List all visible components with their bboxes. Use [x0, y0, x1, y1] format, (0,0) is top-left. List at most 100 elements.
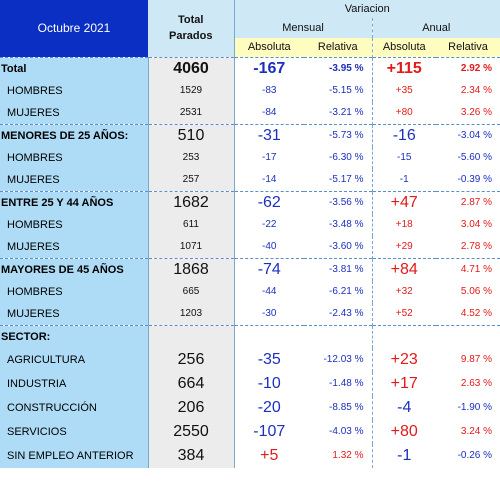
total-value: [148, 324, 235, 348]
mensual-absoluta: -74: [233, 257, 304, 281]
mensual-relativa: -3.56 %: [304, 190, 372, 214]
mensual-relativa-header: Relativa: [304, 38, 372, 57]
mensual-absoluta-header: Absoluta: [233, 38, 304, 57]
anual-absoluta: -1: [371, 443, 436, 468]
row-label: MUJERES: [0, 101, 149, 124]
mensual-absoluta: -22: [233, 213, 304, 236]
mensual-relativa: -2.43 %: [329, 308, 364, 319]
row-label: HOMBRES: [0, 213, 149, 236]
mensual-absoluta: -40: [233, 235, 304, 258]
mensual-absoluta: -10: [233, 371, 304, 396]
anual-absoluta: -15: [371, 146, 436, 169]
anual-absoluta: +18: [371, 213, 436, 236]
total-value: 253: [148, 146, 235, 169]
total-value: 2550: [148, 419, 235, 444]
anual-absoluta: +52: [371, 302, 436, 325]
anual-relativa: [436, 324, 500, 348]
mensual-relativa: [304, 324, 372, 348]
anual-absoluta-header: Absoluta: [371, 38, 436, 57]
total-value: 2531: [148, 101, 235, 124]
mensual-relativa: -12.03 %: [323, 354, 364, 365]
anual-absoluta: -1: [371, 168, 436, 191]
anual-absoluta: -4: [371, 395, 436, 420]
anual-relativa: -1.90 %: [457, 402, 493, 413]
anual-absoluta: +84: [371, 257, 436, 281]
anual-relativa: 5.06 %: [460, 286, 493, 297]
mensual-relativa: -3.81 %: [304, 257, 372, 281]
anual-absoluta: +80: [371, 419, 436, 444]
anual-absoluta: +35: [371, 79, 436, 102]
table-row: Total 4060 -167 -3.95 % +115 2.92 %: [0, 56, 500, 80]
total-value: 4060: [148, 56, 235, 80]
anual-absoluta: +17: [371, 371, 436, 396]
table-row: ENTRE 25 Y 44 AÑOS 1682 -62 -3.56 % +47 2.87 …: [0, 190, 500, 214]
total-value: 1203: [148, 302, 235, 325]
table-row: HOMBRES 1529 -83 -5.15 % +35 2.34 %: [0, 79, 500, 102]
table-row: MUJERES 1071 -40 -3.60 % +29 2.78 %: [0, 235, 500, 258]
mensual-relativa: -8.85 %: [329, 402, 364, 413]
table-row: AGRICULTURA 256 -35 -12.03 % +23 9.87 %: [0, 347, 500, 372]
mensual-relativa: -1.48 %: [329, 378, 364, 389]
anual-relativa: 3.26 %: [460, 107, 493, 118]
total-value: 384: [148, 443, 235, 468]
mensual-relativa: -5.17 %: [329, 174, 364, 185]
row-label: MUJERES: [0, 302, 149, 325]
anual-absoluta: +32: [371, 280, 436, 303]
row-label: MUJERES: [0, 235, 149, 258]
anual-absoluta: +47: [371, 190, 436, 214]
anual-relativa: 2.34 %: [460, 85, 493, 96]
anual-absoluta: +23: [371, 347, 436, 372]
anual-relativa: 2.87 %: [436, 190, 500, 214]
mensual-absoluta: -83: [233, 79, 304, 102]
table-row: MAYORES DE 45 AÑOS 1868 -74 -3.81 % +84 4.71 …: [0, 257, 500, 281]
total-value: 665: [148, 280, 235, 303]
anual-header: Anual: [371, 18, 500, 38]
table-row: HOMBRES 253 -17 -6.30 % -15 -5.60 %: [0, 146, 500, 169]
row-label: INDUSTRIA: [0, 371, 149, 396]
total-value: 1682: [148, 190, 235, 214]
mensual-relativa: -3.48 %: [329, 219, 364, 230]
mensual-relativa: -5.15 %: [329, 85, 364, 96]
mensual-relativa: -3.95 %: [304, 56, 372, 80]
row-label: HOMBRES: [0, 146, 149, 169]
table-row: CONSTRUCCIÓN 206 -20 -8.85 % -4 -1.90 %: [0, 395, 500, 420]
mensual-absoluta: -84: [233, 101, 304, 124]
mensual-relativa: -6.30 %: [329, 152, 364, 163]
total-value: 611: [148, 213, 235, 236]
row-label: AGRICULTURA: [0, 347, 149, 372]
mensual-absoluta: [233, 324, 304, 348]
table-row: MUJERES 1203 -30 -2.43 % +52 4.52 %: [0, 302, 500, 325]
anual-relativa-header: Relativa: [436, 38, 500, 57]
mensual-absoluta: -17: [233, 146, 304, 169]
total-value: 256: [148, 347, 235, 372]
row-label: HOMBRES: [0, 280, 149, 303]
table-row: SERVICIOS 2550 -107 -4.03 % +80 3.24 %: [0, 419, 500, 444]
anual-relativa: 4.71 %: [436, 257, 500, 281]
anual-absoluta: [371, 324, 436, 348]
table-row: SIN EMPLEO ANTERIOR 384 +5 1.32 % -1 -0.26 %: [0, 443, 500, 468]
row-label: SIN EMPLEO ANTERIOR: [0, 443, 149, 468]
mensual-absoluta: -167: [233, 56, 304, 80]
mensual-absoluta: -62: [233, 190, 304, 214]
row-label: SERVICIOS: [0, 419, 149, 444]
total-parados-header: Total Parados: [148, 0, 234, 57]
total-value: 664: [148, 371, 235, 396]
mensual-relativa: -3.21 %: [329, 107, 364, 118]
anual-relativa: 9.87 %: [460, 354, 493, 365]
anual-relativa: 3.24 %: [460, 426, 493, 437]
anual-relativa: -5.60 %: [457, 152, 493, 163]
anual-relativa: 4.52 %: [460, 308, 493, 319]
row-label: CONSTRUCCIÓN: [0, 395, 149, 420]
anual-relativa: 2.63 %: [460, 378, 493, 389]
row-label: ENTRE 25 Y 44 AÑOS: [0, 190, 149, 214]
mensual-relativa: -5.73 %: [304, 123, 372, 147]
anual-absoluta: -16: [371, 123, 436, 147]
anual-absoluta: +29: [371, 235, 436, 258]
total-value: 1868: [148, 257, 235, 281]
anual-absoluta: +115: [371, 56, 436, 80]
mensual-header: Mensual: [233, 18, 372, 38]
total-value: 257: [148, 168, 235, 191]
mensual-absoluta: -35: [233, 347, 304, 372]
row-label: MENORES DE 25 AÑOS:: [0, 123, 149, 147]
anual-relativa: -3.04 %: [436, 123, 500, 147]
